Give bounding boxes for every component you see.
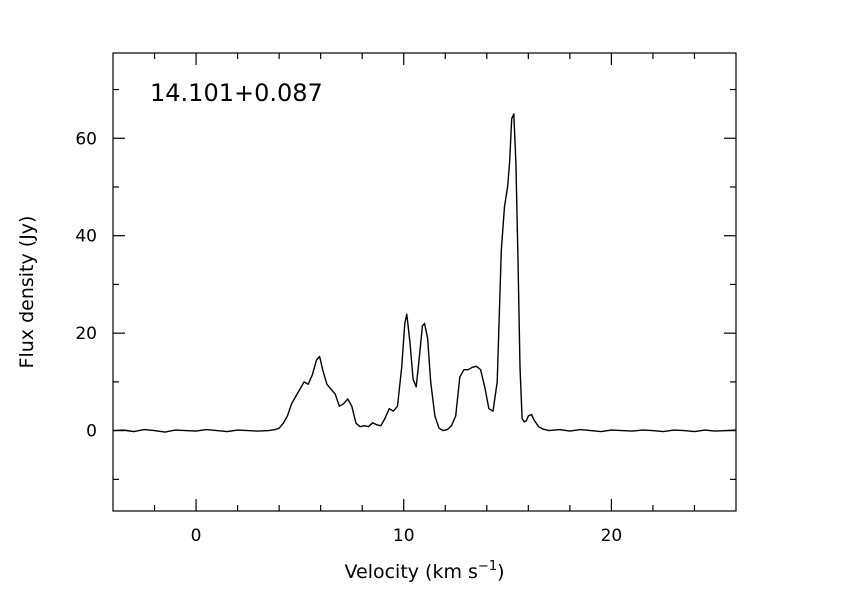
tick-labels: 0 10 20 0 20 40 60 (75, 129, 622, 546)
x-axis-title-superscript: −1 (478, 559, 497, 574)
y-tick-label: 40 (75, 227, 97, 247)
y-tick-label: 20 (75, 324, 97, 344)
major-ticks (113, 53, 736, 511)
plot-frame (112, 52, 737, 512)
y-axis-title: Flux density (Jy) (16, 216, 38, 369)
source-annotation: 14.101+0.087 (150, 79, 323, 107)
y-tick-label: 0 (86, 422, 97, 442)
x-tick-label: 0 (191, 526, 202, 546)
spectrum-line (112, 113, 737, 433)
y-tick-label: 60 (75, 129, 97, 149)
minor-ticks (113, 53, 736, 511)
x-axis-title: Velocity (km s−1) (344, 559, 504, 583)
x-axis-title-main: Velocity (km s (344, 561, 477, 583)
x-axis-title-close: ) (497, 561, 504, 583)
x-tick-label: 10 (393, 526, 415, 546)
x-tick-label: 20 (601, 526, 623, 546)
